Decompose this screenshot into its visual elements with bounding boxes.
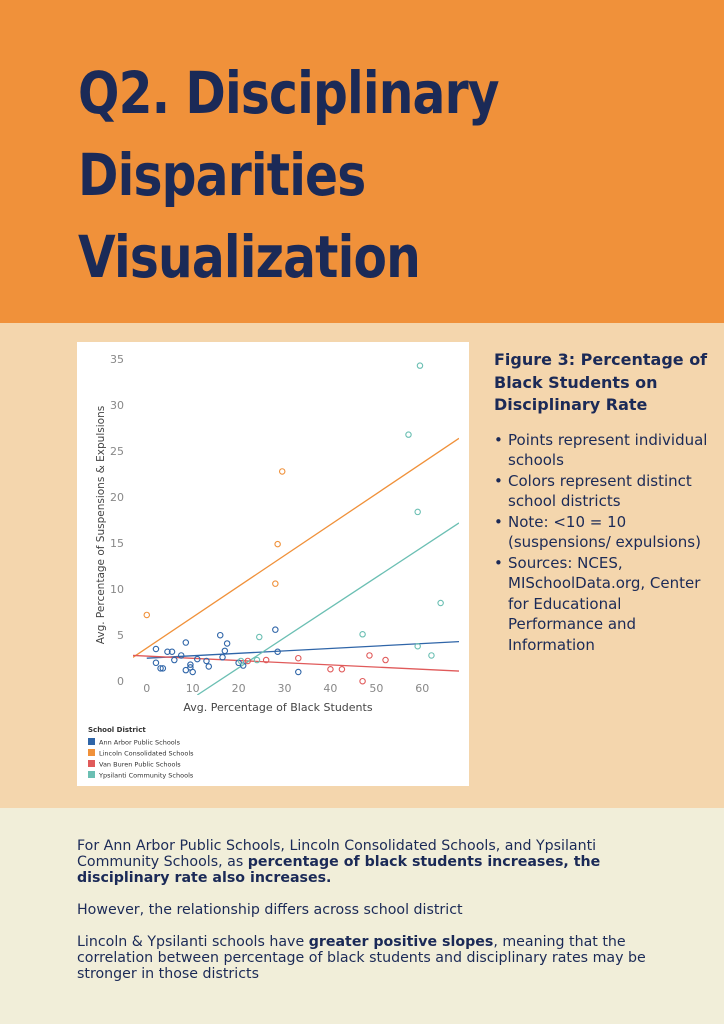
data-point xyxy=(187,661,194,668)
data-point xyxy=(152,645,160,653)
data-point xyxy=(253,656,261,664)
data-point xyxy=(359,677,366,685)
figure-note: Sources: NCES, MISchoolData.org, Center … xyxy=(494,553,709,656)
figure-note: Note: <10 = 10 (suspensions/ expulsions) xyxy=(494,512,709,553)
data-point xyxy=(416,362,424,369)
y-tick-label: 10 xyxy=(110,583,124,596)
data-point xyxy=(256,633,263,641)
data-point xyxy=(359,631,366,638)
data-point xyxy=(152,659,160,667)
header-band: Q2. Disciplinary Disparities Visualizati… xyxy=(0,0,724,323)
trend-line xyxy=(146,640,459,659)
y-tick-label: 15 xyxy=(110,537,124,550)
finding-paragraph-1: For Ann Arbor Public Schools, Lincoln Co… xyxy=(77,838,677,886)
data-point xyxy=(274,648,281,656)
data-point xyxy=(216,631,224,639)
finding-3-emphasis: greater positive slopes xyxy=(308,934,494,950)
data-point xyxy=(182,666,190,674)
trend-line xyxy=(133,437,459,658)
data-point xyxy=(164,648,171,656)
x-tick-label: 20 xyxy=(232,682,246,695)
x-tick-label: 40 xyxy=(323,682,337,695)
data-point xyxy=(405,431,412,438)
data-point xyxy=(428,652,435,659)
data-point xyxy=(182,639,190,646)
scatter-chart: 0 5 10 15 20 25 30 35 0 10 20 30 40 50 60 Avg. Percen… xyxy=(88,353,459,780)
data-point xyxy=(237,657,245,665)
data-point xyxy=(437,599,444,607)
y-tick-label: 35 xyxy=(110,353,124,366)
trend-line xyxy=(133,654,459,672)
legend-swatch xyxy=(88,749,95,756)
data-point xyxy=(272,626,279,633)
finding-3-text-b: , meaning that the correlation between p… xyxy=(77,934,646,982)
finding-1-emphasis: percentage of black students increases, … xyxy=(77,854,601,886)
data-point xyxy=(382,656,389,664)
title-line-2: Disparities xyxy=(78,141,366,209)
data-point xyxy=(205,663,213,670)
x-tick-label: 10 xyxy=(186,682,200,695)
y-tick-label: 5 xyxy=(117,629,124,642)
data-point xyxy=(274,540,281,548)
x-tick-label: 30 xyxy=(278,682,292,695)
data-point xyxy=(338,665,346,673)
y-axis-label: Avg. Percentage of Suspensions & Expulsi… xyxy=(95,406,107,644)
data-point xyxy=(295,668,302,676)
data-point xyxy=(194,655,201,663)
y-tick-label: 0 xyxy=(117,675,124,688)
data-point xyxy=(223,640,231,647)
data-point xyxy=(143,611,151,619)
legend-swatch xyxy=(88,760,95,767)
data-point xyxy=(219,654,226,661)
title-line-3: Visualization xyxy=(78,223,421,291)
data-point xyxy=(168,648,176,656)
data-point xyxy=(295,654,302,662)
legend-label: Ypsilanti Community Schools xyxy=(98,772,194,780)
finding-paragraph-3: Lincoln & Ypsilanti schools have greater… xyxy=(77,934,677,982)
data-point xyxy=(327,665,334,673)
figure-notes-list: Points represent individual schools Colo… xyxy=(494,430,709,656)
data-point xyxy=(366,652,373,659)
page-title: Q2. Disciplinary Disparities Visualizati… xyxy=(78,52,500,298)
data-point xyxy=(278,468,286,475)
figure-caption: Figure 3: Percentage of Black Students o… xyxy=(494,349,709,655)
figure-note: Points represent individual schools xyxy=(494,430,709,471)
data-point xyxy=(414,642,421,650)
data-point xyxy=(189,668,196,676)
data-point xyxy=(203,657,210,665)
legend-swatch xyxy=(88,738,95,745)
legend-title: School District xyxy=(88,726,146,734)
findings-text: For Ann Arbor Public Schools, Lincoln Co… xyxy=(77,838,677,998)
data-point xyxy=(414,508,421,516)
data-point xyxy=(262,656,270,664)
x-axis-label: Avg. Percentage of Black Students xyxy=(183,701,372,714)
figure-title: Figure 3: Percentage of Black Students o… xyxy=(494,350,708,414)
chart-card: 0 5 10 15 20 25 30 35 0 10 20 30 40 50 60 Avg. Percen… xyxy=(77,342,469,786)
y-tick-label: 20 xyxy=(110,491,124,504)
data-point xyxy=(171,656,178,664)
legend-label: Lincoln Consolidated Schools xyxy=(99,750,194,758)
x-tick-label: 60 xyxy=(415,682,429,695)
chart-legend: School District Ann Arbor Public Schools L… xyxy=(88,726,194,780)
x-tick-label: 50 xyxy=(369,682,383,695)
data-point xyxy=(272,580,279,587)
y-tick-label: 30 xyxy=(110,399,124,412)
finding-3-text-a: Lincoln & Ypsilanti schools have xyxy=(77,934,309,950)
legend-label: Ann Arbor Public Schools xyxy=(99,739,181,747)
x-tick-label: 0 xyxy=(143,682,150,695)
data-point xyxy=(157,665,164,672)
title-line-1: Q2. Disciplinary xyxy=(78,59,500,127)
figure-note: Colors represent distinct school distric… xyxy=(494,471,709,512)
finding-1-text: For Ann Arbor Public Schools, Lincoln Co… xyxy=(77,838,597,870)
data-point xyxy=(159,665,167,672)
legend-swatch xyxy=(88,771,95,778)
data-point xyxy=(177,652,185,659)
data-point xyxy=(221,647,229,655)
legend-label: Van Buren Public Schools xyxy=(99,761,181,769)
finding-paragraph-2: However, the relationship differs across… xyxy=(77,902,463,918)
y-tick-label: 25 xyxy=(110,445,124,458)
data-point xyxy=(244,657,252,665)
